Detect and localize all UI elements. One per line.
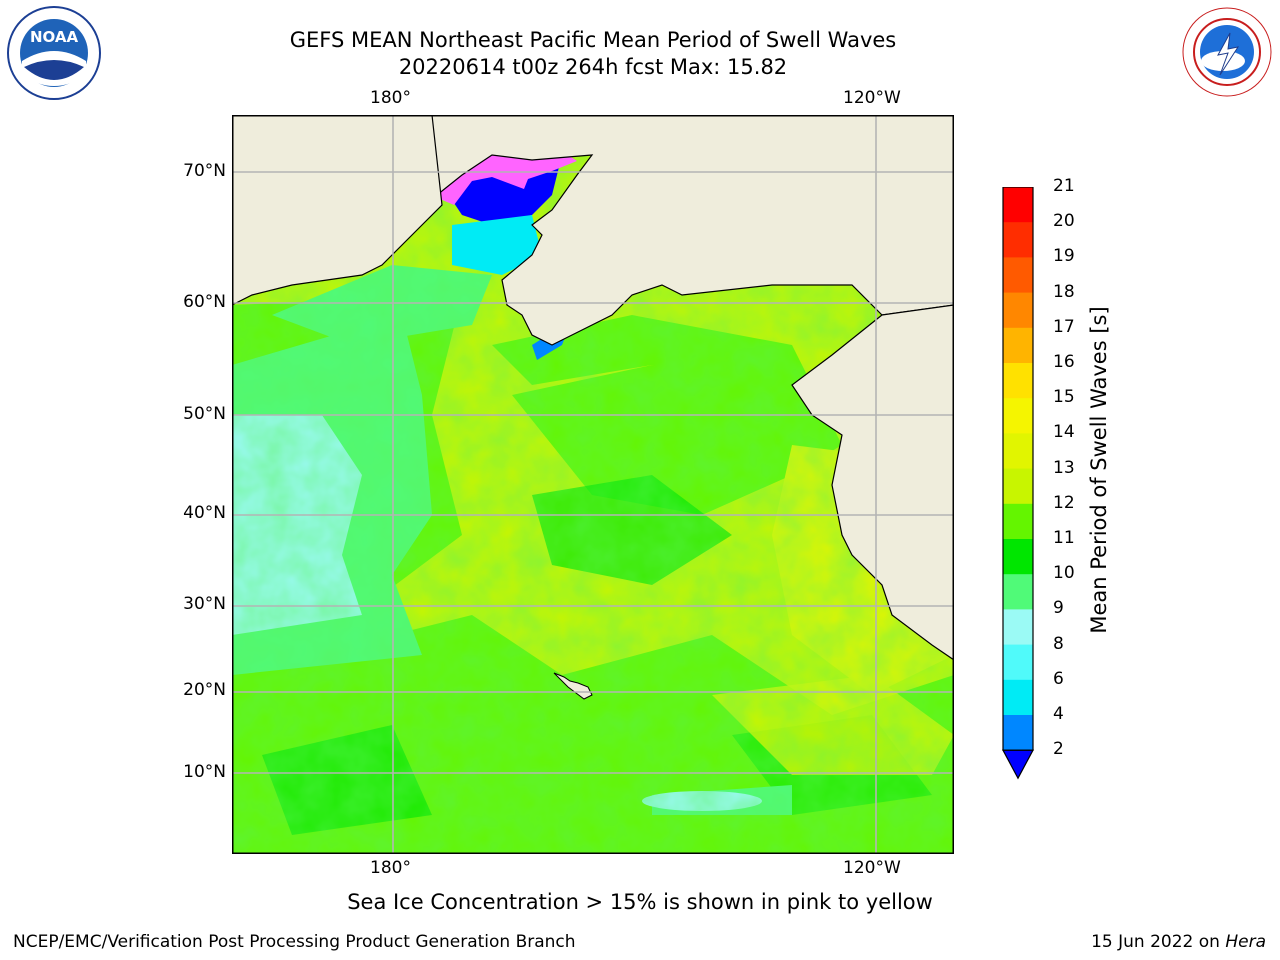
colorbar-tick-label: 19 <box>1053 246 1075 267</box>
colorbar-segment <box>1003 187 1033 223</box>
lon-label-180-bottom: 180° <box>370 858 411 878</box>
lat-label-60n: 60°N <box>183 292 226 312</box>
colorbar-tick-label: 10 <box>1053 563 1075 584</box>
colorbar-segment <box>1003 292 1033 329</box>
lon-label-120w-bottom: 120°W <box>843 858 901 878</box>
colorbar-tick-label: 21 <box>1053 176 1075 196</box>
land-chukotka <box>231 114 443 306</box>
colorbar-extension <box>1001 749 1035 780</box>
land-north-america-coast <box>791 304 955 662</box>
colorbar-segment <box>1003 433 1033 470</box>
colorbar-segment <box>1003 539 1033 575</box>
graticule <box>232 115 954 854</box>
lon-label-120w-top: 120°W <box>843 88 901 108</box>
lat-label-50n: 50°N <box>183 404 226 424</box>
bering-sea-region <box>452 215 542 275</box>
colorbar-segment <box>1003 327 1033 364</box>
colorbar <box>1001 186 1036 787</box>
colorbar-tick-label: 18 <box>1053 281 1075 302</box>
colorbar-segment <box>1003 398 1033 434</box>
colorbar-tick-label: 12 <box>1053 492 1075 513</box>
colorbar-segment <box>1003 257 1033 294</box>
swell-period-map <box>231 114 955 854</box>
lat-label-20n: 20°N <box>183 680 226 700</box>
map-frame <box>232 115 954 854</box>
nws-logo <box>1178 3 1276 105</box>
noaa-logo: NOAA <box>6 5 102 105</box>
colorbar-segment <box>1003 609 1033 646</box>
colorbar-segment <box>1003 468 1033 505</box>
colorbar-tick-label: 4 <box>1053 704 1064 724</box>
colorbar-segment <box>1003 574 1033 610</box>
colorbar-segment <box>1003 503 1033 540</box>
colorbar-tick-label: 9 <box>1053 598 1064 619</box>
colorbar-tick-label: 8 <box>1053 633 1064 654</box>
colorbar-tick-label: 6 <box>1053 668 1064 689</box>
colorbar-tick-label: 16 <box>1053 352 1075 372</box>
map-subtitle: 20220614 t00z 264h fcst Max: 15.82 <box>398 55 788 79</box>
colorbar-segment <box>1003 679 1033 716</box>
colorbar-tick-label: 11 <box>1053 528 1075 548</box>
colorbar-label: Mean Period of Swell Waves [s] <box>1087 306 1111 634</box>
colorbar-segment <box>1003 644 1033 681</box>
colorbar-frame <box>1002 186 1034 751</box>
footer-date: 15 Jun 2022 on Hera <box>1091 932 1266 952</box>
colorbar-segment <box>1003 363 1033 399</box>
colorbar-tick-label: 14 <box>1053 422 1075 443</box>
colorbar-tick-label: 2 <box>1053 739 1064 760</box>
footer-host: Hera <box>1225 932 1266 952</box>
colorbar-segment <box>1003 715 1033 751</box>
lat-label-70n: 70°N <box>183 161 226 181</box>
footer-date-text: 15 Jun 2022 on <box>1091 932 1220 952</box>
lat-label-40n: 40°N <box>183 503 226 523</box>
colorbar-tick-label: 17 <box>1053 316 1075 337</box>
map-title: GEFS MEAN Northeast Pacific Mean Period … <box>289 28 897 52</box>
lat-label-30n: 30°N <box>183 594 226 614</box>
sea-ice-note: Sea Ice Concentration > 15% is shown in … <box>347 890 933 914</box>
noaa-logo-text: NOAA <box>30 28 79 46</box>
colorbar-segment <box>1003 222 1033 258</box>
colorbar-tick-label: 20 <box>1053 211 1075 232</box>
colorbar-tick-label: 15 <box>1053 387 1075 408</box>
lon-label-180-top: 180° <box>370 88 411 108</box>
lat-label-10n: 10°N <box>183 762 226 782</box>
colorbar-tick-label: 13 <box>1053 457 1075 478</box>
footer-branch: NCEP/EMC/Verification Post Processing Pr… <box>13 932 576 952</box>
